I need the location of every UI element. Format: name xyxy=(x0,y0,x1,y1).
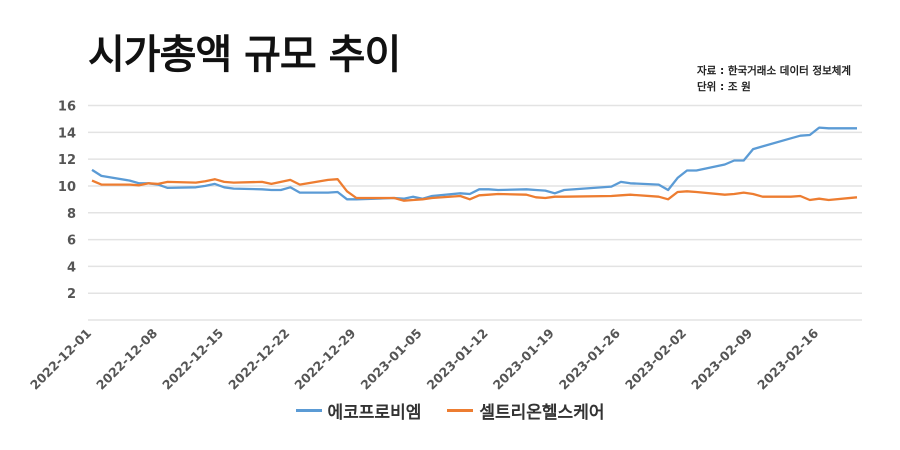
x-tick-label: 2023-02-09 xyxy=(688,326,755,393)
x-tick-label: 2022-12-01 xyxy=(27,326,94,393)
legend-label: 셀트리온헬스케어 xyxy=(479,403,605,423)
y-tick-label: 8 xyxy=(67,207,76,222)
legend-item: 셀트리온헬스케어 xyxy=(447,398,604,423)
y-tick-label: 2 xyxy=(67,287,76,302)
legend-item: 에코프로비엠 xyxy=(295,398,422,423)
chart-title: 시가총액 규모 추이 xyxy=(88,32,401,78)
series-line-0 xyxy=(91,126,857,201)
x-tick-label: 2023-02-16 xyxy=(754,325,821,392)
x-tick-label: 2022-12-15 xyxy=(159,326,226,393)
legend: 에코프로비엠 셀트리온헬스케어 xyxy=(0,398,900,423)
unit-note: 단위 : 조 원 xyxy=(697,81,751,93)
y-tick-label: 14 xyxy=(58,126,76,141)
x-tick-label: 2022-12-08 xyxy=(93,326,160,393)
y-tick-label: 10 xyxy=(58,180,76,195)
series-line-1 xyxy=(91,178,858,202)
x-tick-label: 2023-01-12 xyxy=(424,326,491,393)
x-tick-label: 2022-12-22 xyxy=(225,326,292,393)
x-tick-label: 2022-12-29 xyxy=(291,326,358,393)
y-tick-label: 12 xyxy=(58,153,76,168)
x-tick-label: 2023-01-26 xyxy=(556,325,623,392)
legend-swatch-0 xyxy=(295,409,322,412)
y-tick-label: 6 xyxy=(67,234,76,249)
y-tick-label: 16 xyxy=(58,100,76,115)
legend-label: 에코프로비엠 xyxy=(327,403,422,423)
x-tick-label: 2023-01-19 xyxy=(490,326,557,393)
y-tick-label: 4 xyxy=(67,260,76,275)
legend-swatch-1 xyxy=(447,409,474,412)
source-note: 자료 : 한국거래소 데이터 정보체계 xyxy=(697,65,852,77)
x-tick-label: 2023-01-05 xyxy=(358,326,425,393)
x-tick-label: 2023-02-02 xyxy=(622,326,689,393)
